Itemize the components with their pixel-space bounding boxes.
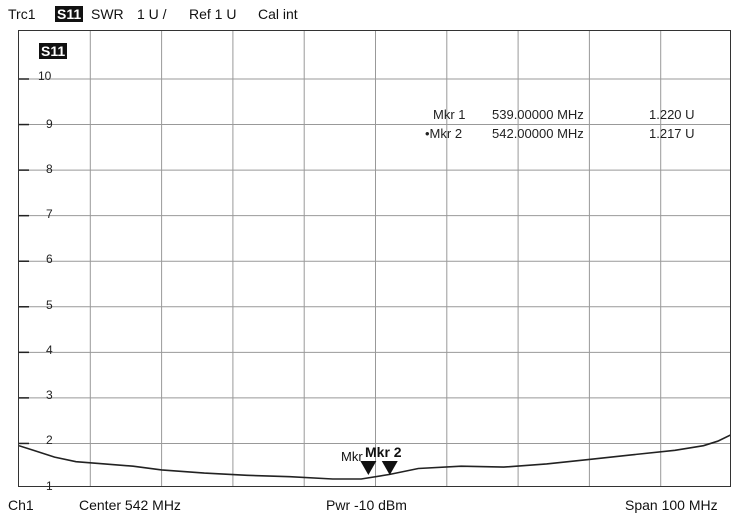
marker-2-triangle [381,460,398,475]
y-tick-10: 10 [38,69,52,83]
marker-1-triangle [360,460,377,475]
marker-1-annotation: Mkr [341,449,363,464]
plot-svg [19,31,730,486]
y-tick-7: 7 [46,207,53,221]
y-tick-1: 1 [46,479,53,493]
marker-2-annotation: Mkr 2 [365,444,402,460]
y-tick-5: 5 [46,298,53,312]
marker-2-freq: 542.00000 MHz [492,126,584,141]
format-label[interactable]: SWR [91,6,124,22]
marker-2-label: •Mkr 2 [425,126,463,141]
trace-label: S11 [39,43,68,59]
trace-header: Trc1 S11 SWR 1 U / Ref 1 U Cal int [0,0,734,30]
channel-label[interactable]: Ch1 [8,497,34,513]
span-label[interactable]: Span 100 MHz [625,497,718,513]
swr-trace [19,434,730,480]
trace-name[interactable]: Trc1 [8,6,36,22]
y-tick-8: 8 [46,162,53,176]
channel-footer: Ch1 Center 542 MHz Pwr -10 dBm Span 100 … [0,492,734,518]
marker-1-freq: 539.00000 MHz [492,107,584,122]
center-freq[interactable]: Center 542 MHz [79,497,181,513]
marker-2-value: 1.217 U [649,126,695,141]
power-label[interactable]: Pwr -10 dBm [326,497,407,513]
y-tick-2: 2 [46,433,53,447]
marker-1-label: Mkr 1 [433,107,466,122]
param-badge[interactable]: S11 [55,6,84,22]
y-tick-9: 9 [46,117,53,131]
y-tick-6: 6 [46,252,53,266]
scale-label[interactable]: 1 U / [137,6,167,22]
plot-area[interactable]: S11 Mkr 1 539.00000 MHz 1.220 U •Mkr 2 5… [18,30,731,487]
marker-1-value: 1.220 U [649,107,695,122]
y-tick-3: 3 [46,388,53,402]
cal-label[interactable]: Cal int [258,6,298,22]
ref-label[interactable]: Ref 1 U [189,6,237,22]
y-tick-4: 4 [46,343,53,357]
